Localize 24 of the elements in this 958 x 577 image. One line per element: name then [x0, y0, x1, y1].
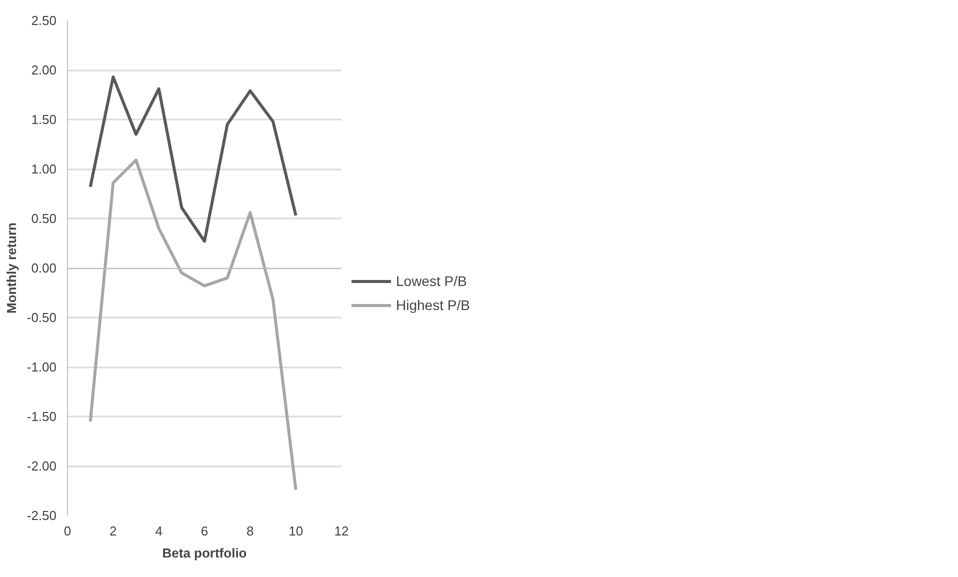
x-tick-label: 2: [110, 524, 117, 538]
legend-label: Lowest P/B: [396, 273, 467, 289]
y-tick-label: 2.50: [31, 13, 57, 28]
legend-label: Highest P/B: [396, 297, 470, 313]
line-series: [88, 75, 298, 243]
x-tick-label: 12: [334, 524, 349, 538]
y-tick-label: -1.00: [26, 360, 57, 374]
x-tick-label: 6: [200, 524, 208, 538]
x-tick-label: 10: [288, 524, 304, 538]
y-axis-title: Monthly return: [4, 222, 19, 314]
y-tick-label: -2.00: [26, 458, 57, 474]
y-tick-label: 1.50: [31, 112, 57, 127]
y-tick-label: 0.00: [31, 260, 57, 276]
y-tick-label: 0.50: [31, 211, 57, 226]
y-tick-label: -1.50: [26, 409, 57, 424]
x-axis-title: Beta portfolio: [162, 546, 247, 560]
y-tick-label: -0.50: [26, 310, 57, 325]
line-series: [88, 158, 298, 492]
y-tick-label: 1.00: [31, 162, 57, 176]
x-tick-label: 4: [155, 524, 162, 538]
y-tick-label: -2.50: [26, 508, 57, 523]
y-tick-label: 2.00: [31, 62, 57, 78]
x-tick-label: 0: [64, 524, 72, 538]
x-tick-label: 8: [246, 524, 254, 538]
